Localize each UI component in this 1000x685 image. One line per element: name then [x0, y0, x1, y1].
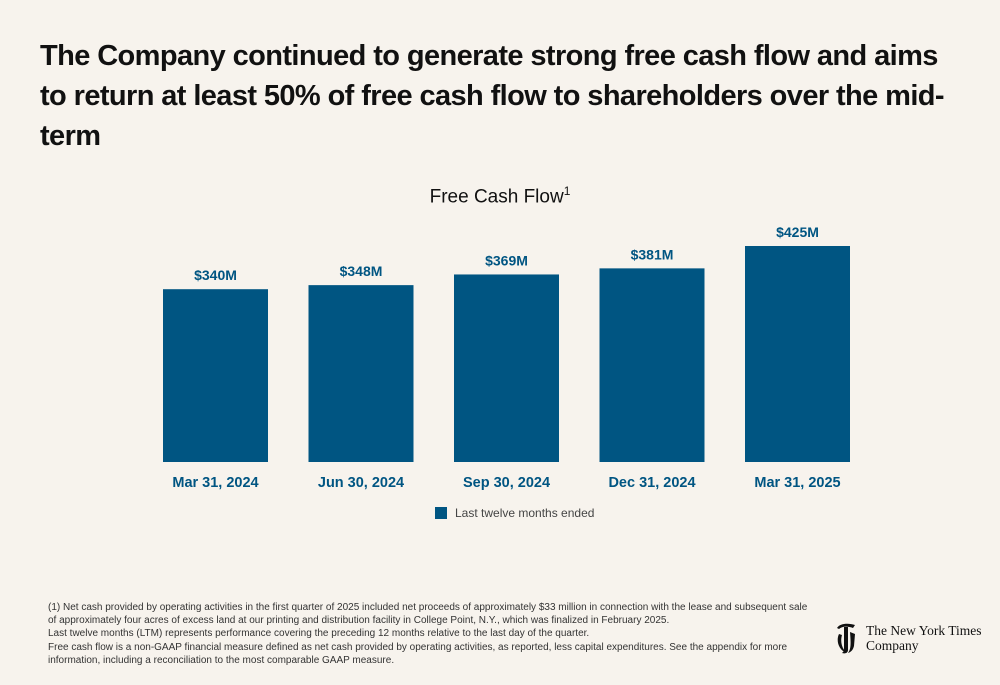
category-label-1: Jun 30, 2024: [318, 475, 404, 491]
bar-4: [745, 246, 850, 462]
footnotes: (1) Net cash provided by operating activ…: [48, 601, 818, 667]
legend-swatch: [435, 507, 447, 519]
footnote-fcf-definition: Free cash flow is a non-GAAP financial m…: [48, 641, 788, 666]
chart-title: Free Cash Flow1: [429, 184, 571, 208]
data-label-4: $425M: [776, 224, 819, 240]
company-logo: The New York Times Company: [834, 620, 982, 656]
category-label-0: Mar 31, 2024: [172, 475, 258, 491]
category-label-2: Sep 30, 2024: [463, 475, 550, 491]
bar-1: [308, 285, 414, 462]
page-headline: The Company continued to generate strong…: [40, 40, 945, 152]
logo-text-line1: The New York Times: [866, 623, 982, 638]
data-label-0: $340M: [194, 267, 237, 283]
nyt-t-logo-icon: [837, 623, 855, 654]
bar-3: [599, 268, 705, 462]
data-label-2: $369M: [485, 252, 528, 268]
data-label-3: $381M: [631, 246, 674, 262]
legend-label: Last twelve months ended: [455, 506, 595, 520]
bar-2: [454, 274, 559, 462]
category-label-3: Dec 31, 2024: [608, 475, 695, 491]
bar-0: [163, 289, 268, 462]
category-label-4: Mar 31, 2025: [754, 475, 840, 491]
footnote-ltm: Last twelve months (LTM) represents perf…: [48, 628, 590, 640]
data-label-1: $348M: [340, 263, 383, 279]
chart-title-footnote-ref: 1: [563, 184, 571, 198]
chart-legend: Last twelve months ended: [435, 506, 594, 520]
footnote-1: (1) Net cash provided by operating activ…: [48, 602, 808, 627]
logo-text-line2: Company: [866, 638, 919, 653]
